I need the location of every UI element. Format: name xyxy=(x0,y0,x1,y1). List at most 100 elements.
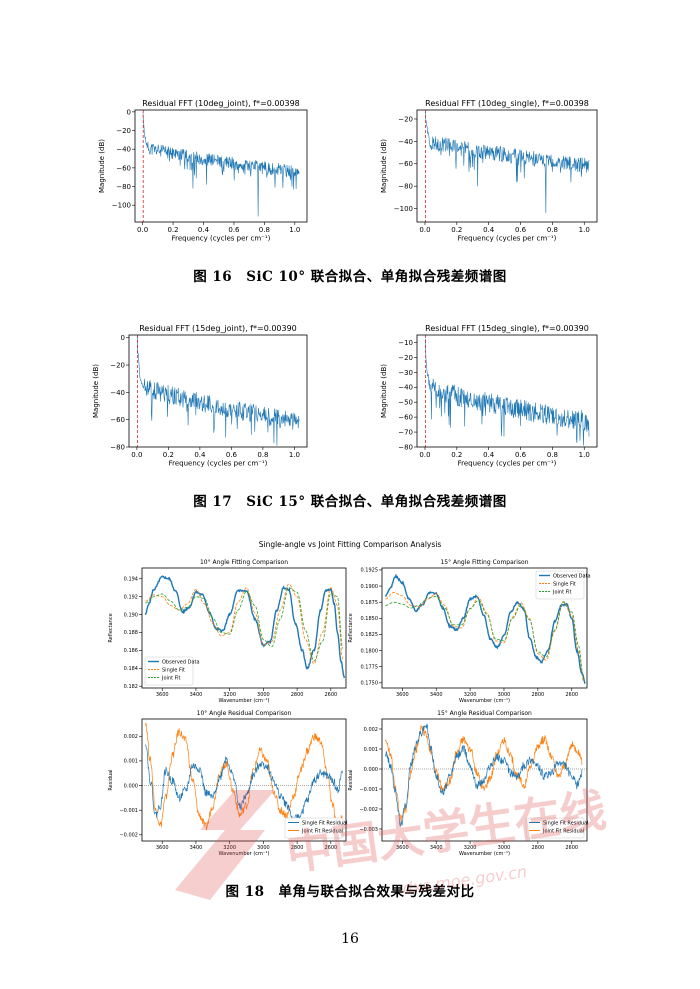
y-tick-label: −40 xyxy=(398,384,413,392)
x-tick-label: 0.6 xyxy=(515,226,527,234)
x-tick-label: 0.2 xyxy=(451,451,462,459)
figure-18-caption: 图 18 单角与联合拟合效果与残差对比 xyxy=(225,884,475,900)
y-tick-label: 0 xyxy=(121,334,125,342)
chart-title: 15° Angle Fitting Comparison xyxy=(440,559,528,566)
x-tick-label: 0.6 xyxy=(515,451,527,459)
chart-fit-10deg: 10° Angle Fitting Comparison 3600 3400 3200… xyxy=(108,559,347,704)
legend-label: Single Fit xyxy=(162,668,185,674)
y-tick-label: −20 xyxy=(398,354,413,362)
x-tick-label: 0.4 xyxy=(198,226,210,234)
y-axis-label: Reflectance xyxy=(348,613,354,642)
y-tick-label: −60 xyxy=(116,164,131,172)
x-tick-label: 3200 xyxy=(223,692,236,698)
plot-frame xyxy=(416,334,598,448)
y-axis-label: Magnitude (dB) xyxy=(380,364,388,418)
x-tick-label: 2600 xyxy=(565,692,578,698)
y-tick-label: −70 xyxy=(398,429,413,437)
x-tick-label: 0.2 xyxy=(451,226,462,234)
chart-title: Residual FFT (10deg_joint), f*=0.00398 xyxy=(142,99,300,108)
x-tick-label: 3000 xyxy=(498,845,511,851)
plot-frame xyxy=(381,567,588,689)
y-tick-label: −80 xyxy=(398,443,413,451)
y-tick-label: 0.002 xyxy=(364,727,378,733)
x-tick-label: 0.8 xyxy=(259,226,270,234)
x-axis-label: Wavenumber (cm⁻¹) xyxy=(219,851,270,857)
single-fit-line xyxy=(385,592,584,682)
fft-series-line xyxy=(424,339,590,446)
legend-label: Joint Fit xyxy=(161,676,181,682)
page-number: 16 xyxy=(341,931,359,947)
figure-16-caption: 图 16 SiC 10° 联合拟合、单角拟合残差频谱图 xyxy=(193,269,507,285)
x-tick-label: 3200 xyxy=(464,692,477,698)
y-tick-label: 0 xyxy=(127,108,131,116)
y-tick-label: −40 xyxy=(398,138,413,146)
y-tick-label: 0.188 xyxy=(124,630,138,636)
fft-series-line xyxy=(142,113,300,217)
y-tick-label: −30 xyxy=(398,369,413,377)
y-tick-label: −60 xyxy=(110,416,125,424)
plot-frame xyxy=(134,109,308,223)
x-tick-label: 0.2 xyxy=(163,451,174,459)
legend-label: Joint Fit xyxy=(552,590,572,596)
legend-label: Joint Fit Residual xyxy=(542,829,584,835)
y-tick-label: −20 xyxy=(116,127,131,135)
y-tick-label: −80 xyxy=(110,443,125,451)
plot-frame xyxy=(128,334,308,448)
x-tick-label: 3400 xyxy=(430,692,443,698)
x-tick-label: 3600 xyxy=(156,692,169,698)
plot-frame xyxy=(381,718,588,842)
y-tick-label: 0.001 xyxy=(364,747,378,753)
joint-fit-residual-line xyxy=(145,722,343,832)
y-tick-label: 0.1750 xyxy=(361,681,379,687)
y-tick-label: 0.1825 xyxy=(361,632,379,638)
x-axis-label: Frequency (cycles per cm⁻¹) xyxy=(172,234,271,242)
x-tick-label: 0.2 xyxy=(167,226,178,234)
x-tick-label: 0.0 xyxy=(419,226,430,234)
x-tick-label: 2600 xyxy=(324,845,337,851)
legend-label: Observed Data xyxy=(162,660,200,666)
single-fit-residual-line xyxy=(145,744,343,823)
x-tick-label: 2800 xyxy=(291,845,304,851)
x-axis-label: Frequency (cycles per cm⁻¹) xyxy=(458,234,557,242)
y-tick-label: 0.184 xyxy=(124,666,138,672)
y-axis-label: Magnitude (dB) xyxy=(380,139,388,193)
y-tick-label: 0.1850 xyxy=(361,616,379,622)
legend-label: Joint Fit Residual xyxy=(301,829,343,835)
chart-title: Residual FFT (15deg_single), f*=0.00390 xyxy=(425,324,589,333)
chart-residual-10deg: 10° Angle Residual Comparison 3600 3400 320… xyxy=(108,710,348,857)
x-tick-label: 3000 xyxy=(257,845,270,851)
y-tick-label: −20 xyxy=(110,361,125,369)
x-tick-label: 0.4 xyxy=(483,226,495,234)
y-tick-label: 0.001 xyxy=(124,759,138,765)
y-tick-label: −0.001 xyxy=(119,808,138,814)
fft-series-line xyxy=(424,111,590,214)
x-tick-label: 3000 xyxy=(257,692,270,698)
x-tick-label: 3200 xyxy=(223,845,236,851)
y-tick-label: −80 xyxy=(398,183,413,191)
y-tick-label: −50 xyxy=(398,399,413,407)
x-tick-label: 1.0 xyxy=(289,451,300,459)
plot-frame xyxy=(416,109,598,223)
x-tick-label: 3000 xyxy=(498,692,511,698)
y-tick-label: 0.186 xyxy=(124,648,138,654)
x-tick-label: 3600 xyxy=(156,845,169,851)
x-tick-label: 0.0 xyxy=(419,451,430,459)
chart-title: 10° Angle Residual Comparison xyxy=(197,710,292,717)
y-tick-label: −10 xyxy=(398,339,413,347)
y-axis-label: Magnitude (dB) xyxy=(92,364,100,418)
chart-fft-15deg-single: Residual FFT (15deg_single), f*=0.00390 0… xyxy=(380,324,598,467)
legend-label: Single Fit xyxy=(553,582,576,588)
observed-data-line xyxy=(384,573,586,685)
chart-residual-15deg: 15° Angle Residual Comparison 3600 3400 320… xyxy=(348,710,589,857)
y-axis-label: Residual xyxy=(108,769,114,790)
y-tick-label: 0.1875 xyxy=(361,600,379,606)
x-tick-label: 2600 xyxy=(565,845,578,851)
x-tick-label: 2800 xyxy=(291,692,304,698)
y-tick-label: 0.1775 xyxy=(361,664,379,670)
y-tick-label: 0.1900 xyxy=(361,584,379,590)
y-tick-label: −80 xyxy=(116,183,131,191)
x-tick-label: 1.0 xyxy=(289,226,300,234)
figure-18-suptitle: Single-angle vs Joint Fitting Comparison… xyxy=(258,540,442,549)
single-fit-residual-line xyxy=(385,723,583,827)
chart-title: 15° Angle Residual Comparison xyxy=(437,710,532,717)
